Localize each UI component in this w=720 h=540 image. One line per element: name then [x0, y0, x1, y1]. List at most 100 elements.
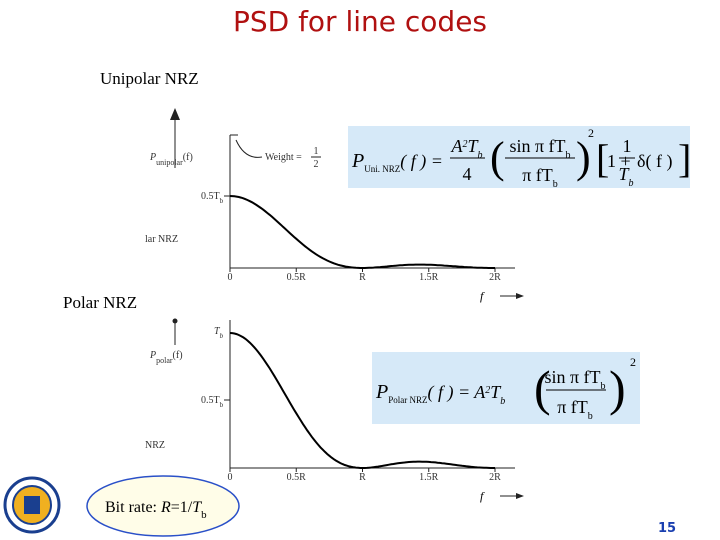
- formula-part: b: [566, 150, 571, 161]
- callout: [86, 475, 240, 537]
- arrow-head: [172, 318, 178, 324]
- leader: [235, 139, 263, 158]
- text-part: =1/: [171, 499, 193, 516]
- x-axis-label: f: [480, 489, 485, 503]
- bracket: ]: [678, 136, 691, 181]
- formula-part: b: [553, 179, 558, 190]
- formula-part: b: [629, 178, 634, 189]
- y-tick-label: 0.5Tb: [201, 191, 224, 205]
- formula-box: [348, 126, 690, 188]
- formula-num: sin π fTb: [544, 367, 605, 392]
- formula-lhs: PUni. NRZ( f ) =: [351, 150, 443, 174]
- label-part: b: [220, 332, 224, 340]
- label-part: unipolar: [156, 158, 183, 167]
- formula-box: [372, 352, 640, 424]
- formula-part: T: [467, 136, 479, 156]
- label-part: (f): [183, 152, 193, 163]
- x-tick-label: R: [359, 472, 366, 483]
- label-part: b: [220, 401, 224, 409]
- y-tick-label: Tb: [214, 326, 224, 340]
- formula-part: P: [351, 150, 364, 172]
- formula-part: ( f ) = A: [427, 382, 486, 403]
- formula-polar: PPolar NRZ( f ) = A2Tb ( sin π fTb π fTb…: [372, 352, 640, 424]
- side-label: lar NRZ: [145, 234, 178, 245]
- x-axis-label: f: [480, 289, 485, 303]
- weight-num: 1: [314, 146, 319, 157]
- formula-part: δ( f ): [637, 151, 672, 172]
- formula-den: 4: [463, 164, 472, 184]
- text-part: Bit rate:: [105, 499, 161, 516]
- y-tick-label: 0.5Tb: [201, 395, 224, 409]
- arrow-head: [516, 293, 524, 299]
- side-label: NRZ: [145, 440, 165, 451]
- formula-exp: 2: [630, 355, 636, 369]
- label-part: 0.5T: [201, 191, 220, 202]
- formula-part: b: [500, 396, 505, 407]
- slide-title: PSD for line codes: [233, 5, 487, 38]
- formula-part: A: [450, 136, 463, 156]
- formula-part: T: [618, 164, 630, 184]
- logo-mark: [24, 496, 40, 514]
- label-part: P: [149, 350, 156, 361]
- formula-part: 2: [462, 139, 467, 150]
- text-part: T: [192, 499, 202, 516]
- x-tick-label: 1.5R: [419, 272, 439, 283]
- formula-part: P: [375, 381, 388, 403]
- formula-exp: 2: [588, 126, 594, 140]
- formula-part: 1 +: [607, 151, 631, 171]
- arrow-head: [516, 493, 524, 499]
- formula-part: Polar NRZ: [388, 395, 427, 405]
- formula-part: b: [588, 411, 593, 422]
- formula-part: sin π fT: [509, 136, 565, 156]
- formula-part: ( f ) =: [400, 151, 443, 172]
- x-tick-label: 0: [228, 272, 233, 283]
- formula-unipolar: PUni. NRZ( f ) = A2Tb 4 ( sin π fTb π fT…: [348, 126, 691, 190]
- polar-plot: Ppolar(f) Tb 0.5Tb NRZ 0 0.5R R 1.5R 2R f: [145, 318, 524, 503]
- formula-part: b: [601, 381, 606, 392]
- paren: ): [609, 360, 626, 416]
- bracket: [: [596, 136, 609, 181]
- psd-curve: [229, 332, 495, 469]
- formula-den: π fTb: [557, 397, 593, 422]
- y-axis-label: Ppolar(f): [149, 350, 183, 365]
- formula-part: sin π fT: [544, 367, 600, 387]
- x-tick-label: 1.5R: [419, 472, 439, 483]
- x-tick-label: 0: [228, 472, 233, 483]
- text-part: R: [160, 499, 171, 516]
- formula-part: b: [478, 150, 483, 161]
- paren: (: [534, 360, 551, 416]
- text-part: b: [201, 509, 207, 521]
- x-tick-label: 0.5R: [287, 472, 307, 483]
- logo: [3, 476, 61, 534]
- label-part: b: [220, 197, 224, 205]
- formula-part: T: [490, 382, 502, 402]
- formula-part: 2: [485, 385, 490, 396]
- page-number: 15: [658, 521, 676, 536]
- weight-label: Weight =: [265, 152, 302, 163]
- formula-part: Uni. NRZ: [364, 164, 400, 174]
- formula-num: sin π fTb: [509, 136, 570, 161]
- bit-rate: Bit rate: R=1/Tb: [105, 499, 207, 521]
- label-part: (f): [173, 350, 183, 361]
- formula-part: π fT: [557, 397, 588, 417]
- formula-den: Tb: [618, 164, 633, 189]
- paren: ): [576, 133, 591, 182]
- label-part: polar: [156, 356, 173, 365]
- formula-num: 1: [623, 136, 632, 156]
- label-part: 0.5T: [201, 395, 220, 406]
- label-part: T: [214, 326, 221, 337]
- y-axis-label: Punipolar(f): [149, 152, 193, 167]
- section-label: Polar NRZ: [63, 293, 137, 312]
- weight-den: 2: [314, 159, 319, 170]
- section-label: Unipolar NRZ: [100, 69, 199, 88]
- unipolar-plot: Punipolar(f) Weight = 1 2 0.5Tb lar NRZ …: [145, 108, 524, 303]
- formula-part: π fT: [522, 165, 553, 185]
- paren: (: [490, 133, 505, 182]
- x-tick-label: 2R: [489, 472, 501, 483]
- x-tick-label: R: [359, 272, 366, 283]
- arrow-head: [170, 108, 180, 120]
- formula-num: A2Tb: [450, 136, 482, 161]
- formula-lhs: PPolar NRZ( f ) = A2Tb: [375, 381, 505, 407]
- psd-curve: [229, 195, 495, 269]
